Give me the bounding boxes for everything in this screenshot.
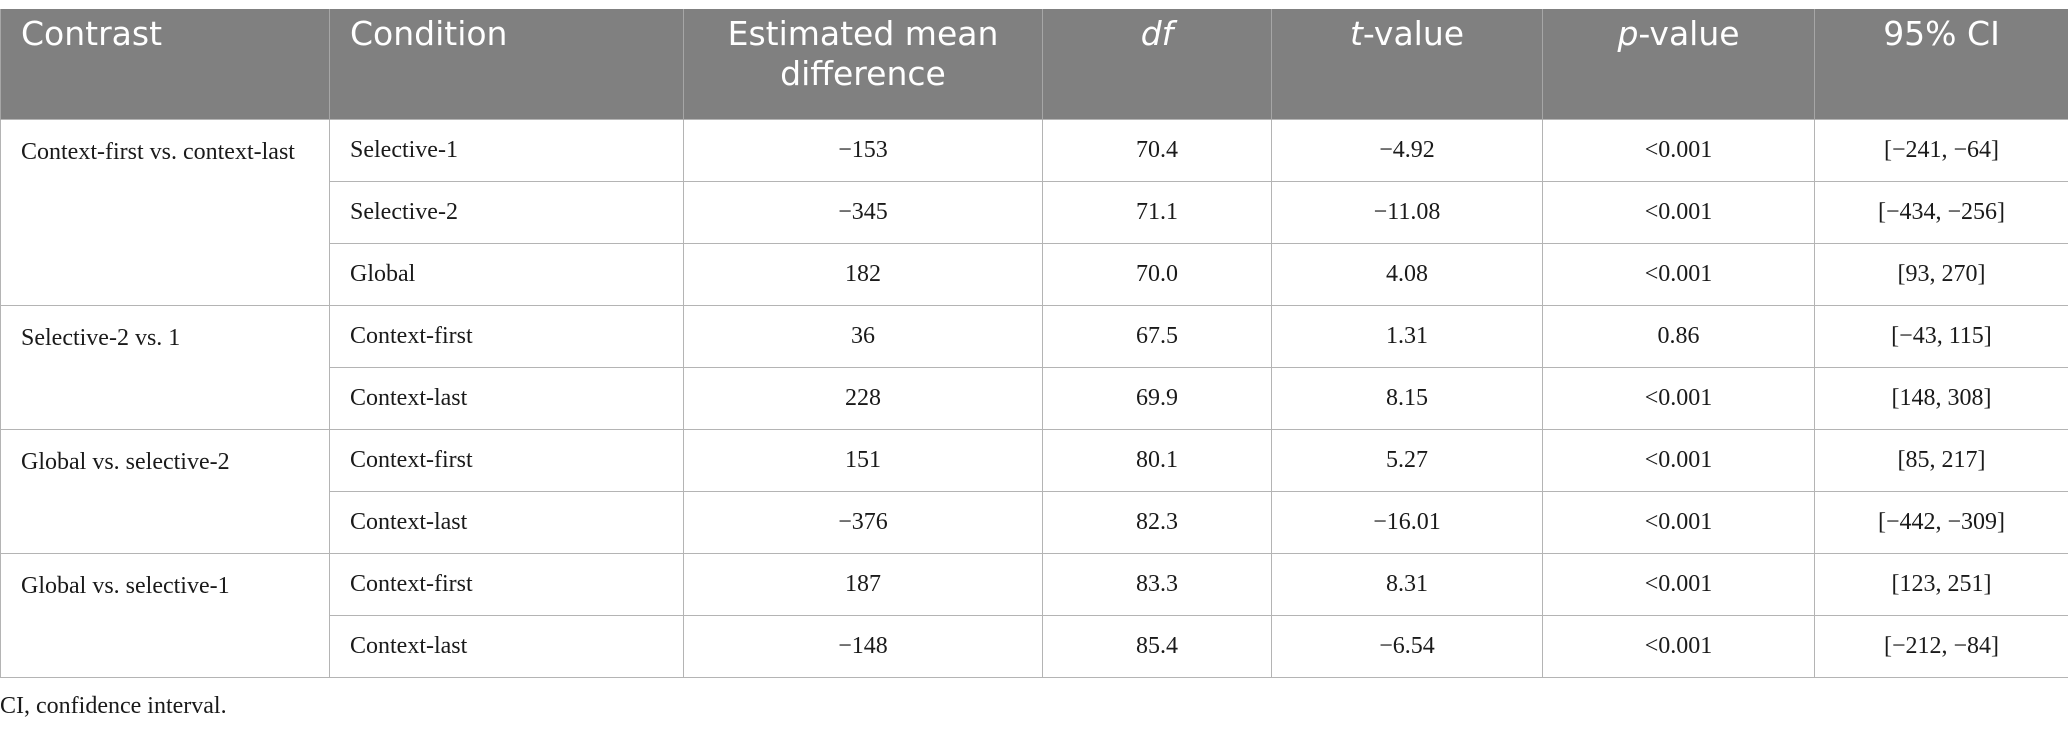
header-df: df: [1042, 9, 1272, 119]
df-cell: 70.4: [1042, 118, 1272, 182]
condition-cell: Selective-2: [329, 180, 684, 244]
mean-diff-cell: 182: [683, 242, 1043, 306]
t-value-cell: −6.54: [1271, 614, 1543, 678]
condition-cell: Global: [329, 242, 684, 306]
table-row: Global vs. selective-2 Context-first 151…: [0, 428, 2068, 554]
contrast-results-table: Contrast Condition Estimated mean differ…: [0, 9, 2068, 678]
table-row: Context-last −376 82.3 −16.01 <0.001 [−4…: [1, 490, 2068, 554]
mean-diff-cell: 187: [683, 552, 1043, 616]
p-value-cell: <0.001: [1542, 614, 1815, 678]
header-t-value: t-value: [1271, 9, 1543, 119]
ci-cell: [123, 251]: [1814, 552, 2068, 616]
ci-cell: [85, 217]: [1814, 428, 2068, 492]
ci-cell: [−434, −256]: [1814, 180, 2068, 244]
mean-diff-cell: 228: [683, 366, 1043, 430]
table-row: Selective-2 vs. 1 Context-first 36 67.5 …: [0, 304, 2068, 430]
table-row: Global 182 70.0 4.08 <0.001 [93, 270]: [1, 242, 2068, 306]
contrast-cell: Context-first vs. context-last: [0, 118, 330, 306]
header-p-value: p-value: [1542, 9, 1815, 119]
table-row: Context-last −148 85.4 −6.54 <0.001 [−21…: [1, 614, 2068, 678]
header-mean-difference: Estimated mean difference: [683, 9, 1043, 119]
header-t-suffix: -value: [1362, 14, 1465, 53]
p-value-cell: <0.001: [1542, 552, 1815, 616]
table-row: Context-first vs. context-last Selective…: [0, 118, 2068, 306]
header-condition: Condition: [329, 9, 684, 119]
condition-cell: Selective-1: [329, 118, 684, 182]
df-cell: 69.9: [1042, 366, 1272, 430]
condition-cell: Context-first: [329, 428, 684, 492]
t-value-cell: 1.31: [1271, 304, 1543, 368]
df-cell: 83.3: [1042, 552, 1272, 616]
ci-cell: [−241, −64]: [1814, 118, 2068, 182]
condition-cell: Context-last: [329, 490, 684, 554]
table-header: Contrast Condition Estimated mean differ…: [0, 9, 2068, 119]
p-value-cell: <0.001: [1542, 118, 1815, 182]
header-ci: 95% CI: [1814, 9, 2068, 119]
ci-cell: [−442, −309]: [1814, 490, 2068, 554]
ci-cell: [−43, 115]: [1814, 304, 2068, 368]
p-value-cell: <0.001: [1542, 366, 1815, 430]
header-row: Contrast Condition Estimated mean differ…: [0, 9, 2068, 119]
table-row: Global vs. selective-1 Context-first 187…: [0, 552, 2068, 678]
p-value-cell: 0.86: [1542, 304, 1815, 368]
mean-diff-cell: 151: [683, 428, 1043, 492]
df-cell: 82.3: [1042, 490, 1272, 554]
mean-diff-cell: −148: [683, 614, 1043, 678]
mean-diff-cell: −153: [683, 118, 1043, 182]
df-cell: 67.5: [1042, 304, 1272, 368]
p-value-cell: <0.001: [1542, 428, 1815, 492]
t-value-cell: 5.27: [1271, 428, 1543, 492]
table-row: Context-last 228 69.9 8.15 <0.001 [148, …: [1, 366, 2068, 430]
mean-diff-cell: 36: [683, 304, 1043, 368]
header-df-label: df: [1140, 14, 1174, 53]
header-contrast: Contrast: [0, 9, 330, 119]
mean-diff-cell: −345: [683, 180, 1043, 244]
df-cell: 80.1: [1042, 428, 1272, 492]
ci-cell: [148, 308]: [1814, 366, 2068, 430]
header-p-symbol: p: [1617, 14, 1639, 53]
df-cell: 71.1: [1042, 180, 1272, 244]
condition-cell: Context-first: [329, 304, 684, 368]
table-footnote: CI, confidence interval.: [0, 693, 227, 719]
header-p-suffix: -value: [1638, 14, 1740, 53]
mean-diff-cell: −376: [683, 490, 1043, 554]
condition-cell: Context-first: [329, 552, 684, 616]
p-value-cell: <0.001: [1542, 180, 1815, 244]
t-value-cell: 8.31: [1271, 552, 1543, 616]
condition-cell: Context-last: [329, 366, 684, 430]
t-value-cell: −11.08: [1271, 180, 1543, 244]
p-value-cell: <0.001: [1542, 490, 1815, 554]
condition-cell: Context-last: [329, 614, 684, 678]
t-value-cell: −4.92: [1271, 118, 1543, 182]
t-value-cell: −16.01: [1271, 490, 1543, 554]
t-value-cell: 8.15: [1271, 366, 1543, 430]
contrast-cell: Global vs. selective-2: [0, 428, 330, 554]
contrast-cell: Global vs. selective-1: [0, 552, 330, 678]
ci-cell: [93, 270]: [1814, 242, 2068, 306]
t-value-cell: 4.08: [1271, 242, 1543, 306]
df-cell: 85.4: [1042, 614, 1272, 678]
df-cell: 70.0: [1042, 242, 1272, 306]
table-body: Context-first vs. context-last Selective…: [0, 118, 2068, 678]
contrast-cell: Selective-2 vs. 1: [0, 304, 330, 430]
ci-cell: [−212, −84]: [1814, 614, 2068, 678]
p-value-cell: <0.001: [1542, 242, 1815, 306]
header-t-symbol: t: [1349, 14, 1363, 53]
